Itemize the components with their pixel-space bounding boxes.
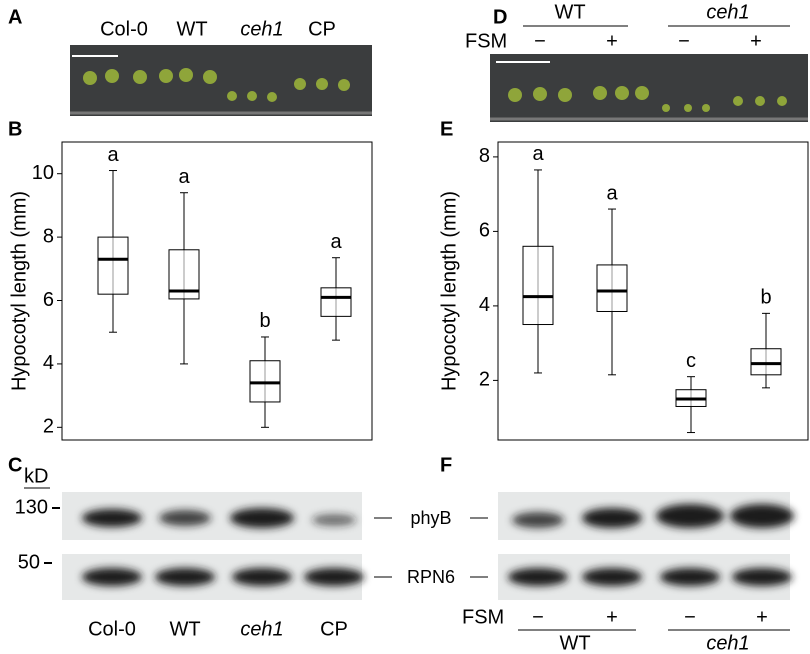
sign: + bbox=[750, 30, 762, 52]
sign: − bbox=[532, 606, 544, 628]
lane-label: WT bbox=[169, 618, 200, 640]
marker-label: 130 bbox=[15, 496, 48, 518]
y-tick-label: 2 bbox=[479, 369, 490, 391]
blot-label: phyB bbox=[410, 508, 451, 528]
sign: + bbox=[756, 606, 768, 628]
y-tick-label: 10 bbox=[32, 162, 54, 184]
treatment-label: FSM bbox=[465, 30, 507, 52]
y-tick-label: 6 bbox=[43, 289, 54, 311]
treatment-label: FSM bbox=[462, 606, 504, 628]
group-label: WT bbox=[554, 1, 585, 23]
box bbox=[320, 287, 352, 317]
seedling-photo bbox=[70, 45, 372, 116]
lane-label: Col-0 bbox=[100, 18, 148, 40]
plot-frame bbox=[497, 141, 809, 441]
panel-label: F bbox=[440, 454, 452, 476]
y-tick-label: 6 bbox=[479, 220, 490, 242]
panel-label: D bbox=[493, 6, 507, 28]
group-label: ceh1 bbox=[706, 1, 749, 23]
significance-letter: a bbox=[606, 182, 618, 204]
box bbox=[97, 236, 129, 295]
marker-label: 50 bbox=[18, 551, 40, 573]
significance-letter: a bbox=[107, 144, 119, 166]
y-axis-label: Hypocotyl length (mm) bbox=[438, 191, 460, 391]
significance-letter: b bbox=[760, 287, 771, 309]
lane-label: ceh1 bbox=[240, 618, 283, 640]
group-label: ceh1 bbox=[706, 632, 749, 654]
y-tick-label: 2 bbox=[43, 416, 54, 438]
significance-letter: c bbox=[686, 350, 696, 372]
sign: + bbox=[606, 606, 618, 628]
group-label: WT bbox=[559, 632, 590, 654]
plot-frame bbox=[61, 141, 373, 441]
lane-label: CP bbox=[320, 618, 348, 640]
sign: − bbox=[534, 30, 546, 52]
y-tick-label: 4 bbox=[479, 294, 490, 316]
y-axis-label: Hypocotyl length (mm) bbox=[8, 191, 30, 391]
box bbox=[522, 245, 554, 326]
significance-letter: a bbox=[330, 231, 342, 253]
sign: − bbox=[678, 30, 690, 52]
lane-label: CP bbox=[308, 18, 336, 40]
y-tick-label: 8 bbox=[479, 145, 490, 167]
significance-letter: b bbox=[259, 310, 270, 332]
y-tick-label: 8 bbox=[43, 225, 54, 247]
box bbox=[596, 264, 628, 312]
lane-label: Col-0 bbox=[88, 618, 136, 640]
sign: + bbox=[606, 30, 618, 52]
panel-label: C bbox=[8, 454, 22, 476]
y-tick-label: 4 bbox=[43, 352, 54, 374]
panel-label: B bbox=[8, 118, 22, 140]
significance-letter: a bbox=[178, 166, 190, 188]
lane-label: WT bbox=[176, 18, 207, 40]
sign: − bbox=[684, 606, 696, 628]
box bbox=[750, 348, 782, 376]
panel-label: A bbox=[8, 6, 22, 28]
box bbox=[249, 360, 281, 403]
blot-label: RPN6 bbox=[407, 567, 455, 587]
significance-letter: a bbox=[532, 143, 544, 165]
panel-label: E bbox=[440, 118, 453, 140]
lane-label: ceh1 bbox=[240, 18, 283, 40]
unit-label: kD bbox=[24, 465, 48, 487]
seedling-photo bbox=[490, 54, 808, 122]
blot bbox=[62, 492, 794, 600]
